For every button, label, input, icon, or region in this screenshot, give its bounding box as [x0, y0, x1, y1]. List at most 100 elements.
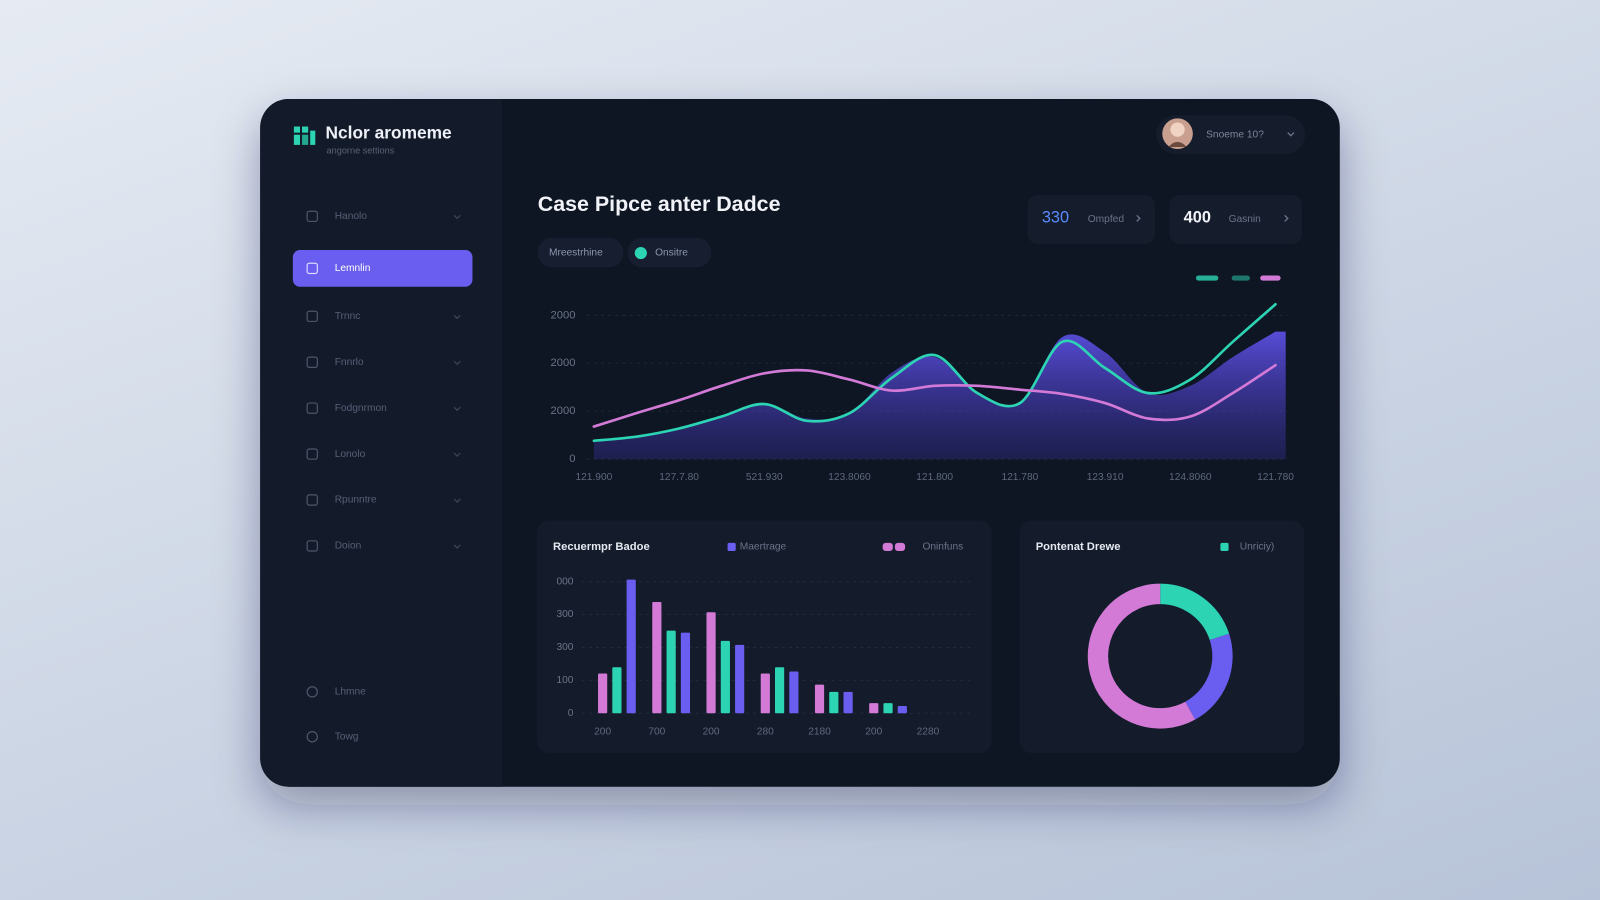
bar	[735, 644, 745, 714]
legend-label: Maertrage	[740, 542, 787, 553]
x-tick-label: 280	[757, 726, 774, 737]
chart-title: Pontenat Drewe	[1036, 541, 1121, 553]
bar	[897, 706, 907, 714]
nav-chevron	[453, 544, 461, 549]
bar	[626, 579, 636, 714]
panel	[1019, 520, 1305, 754]
x-tick-label: 700	[648, 726, 665, 737]
y-tick-label: 100	[556, 675, 573, 686]
nav-icon	[306, 448, 318, 460]
x-tick-label: 121.800	[916, 472, 953, 483]
legend-label: Unriciy)	[1240, 542, 1275, 553]
nav-label[interactable]: Doion	[335, 541, 362, 552]
bar	[598, 673, 608, 714]
nav-label[interactable]: Trnnc	[335, 311, 361, 322]
line-legend	[1195, 275, 1281, 281]
nav-icon	[306, 310, 318, 323]
x-tick-label: 121.900	[575, 472, 612, 483]
nav-label[interactable]: Towg	[335, 731, 359, 742]
y-tick-label: 300	[556, 609, 573, 620]
nav-chevron	[453, 214, 461, 220]
nav-icon	[306, 356, 318, 368]
nav-icon	[306, 494, 318, 506]
stat-card[interactable]	[1027, 194, 1156, 244]
app-subtitle: angorne settions	[327, 145, 395, 155]
nav-label[interactable]: Rpunntre	[335, 495, 377, 506]
nav-label[interactable]: Lhmne	[335, 687, 366, 698]
x-tick-label: 123.8060	[828, 472, 871, 483]
donut-segment	[1159, 583, 1230, 641]
nav-icon	[306, 540, 318, 552]
y-tick-label: 300	[556, 642, 573, 653]
x-tick-label: 2180	[808, 726, 831, 737]
panel	[536, 520, 992, 754]
y-tick-label: 2000	[551, 357, 576, 369]
bar	[883, 703, 893, 714]
nav-chevron	[453, 360, 461, 366]
tab-dot	[634, 246, 647, 260]
x-tick-label: 123.910	[1087, 472, 1124, 483]
legend-swatch	[894, 542, 906, 552]
nav-label[interactable]: Lemnlin	[335, 263, 371, 274]
stat-card[interactable]	[1169, 194, 1303, 244]
user-menu[interactable]	[1156, 115, 1306, 155]
bar	[869, 703, 879, 714]
nav-icon	[306, 262, 318, 275]
nav-chevron	[453, 452, 461, 457]
stat-label: Ompfed	[1088, 214, 1125, 225]
app-title: Nclor aromeme	[326, 122, 453, 142]
x-tick-label: 521.930	[746, 472, 783, 483]
donut-segment	[1087, 583, 1196, 729]
page-title: Case Pipce anter Dadce	[538, 192, 781, 216]
tab[interactable]	[537, 237, 624, 268]
legend-swatch	[882, 542, 893, 552]
stat-label: Gasnin	[1229, 214, 1261, 225]
legend-label: Oninfuns	[922, 542, 963, 553]
bar	[706, 612, 716, 714]
nav-chevron	[453, 406, 461, 412]
x-tick-label: 127.7.80	[659, 472, 699, 483]
legend-swatch	[727, 542, 736, 552]
nav-icon	[306, 686, 318, 698]
bar	[789, 671, 799, 714]
nav-label[interactable]: Hanolo	[335, 211, 368, 222]
nav-icon	[306, 731, 318, 743]
nav-label[interactable]: Lonolo	[335, 449, 366, 460]
bar	[829, 691, 839, 714]
x-tick-label: 2280	[917, 726, 940, 737]
tab-label: Mreestrhine	[549, 248, 603, 259]
y-tick-label: 2000	[551, 309, 576, 321]
bar	[680, 632, 691, 714]
stat-value: 330	[1042, 209, 1069, 227]
x-tick-label: 121.780	[1001, 472, 1038, 483]
line	[592, 302, 1277, 443]
nav-chevron	[453, 498, 461, 503]
bar	[775, 667, 785, 714]
area	[593, 331, 1286, 460]
logo	[293, 126, 316, 145]
line	[592, 363, 1277, 428]
bar	[843, 691, 853, 714]
nav-label[interactable]: Fnnrlo	[335, 357, 364, 368]
x-tick-label: 124.8060	[1169, 472, 1212, 483]
bar	[652, 602, 662, 714]
bar	[666, 630, 676, 714]
user-name: Snoeme 10?	[1206, 129, 1264, 140]
nav-chevron	[453, 314, 461, 320]
x-tick-label: 200	[594, 726, 611, 737]
tab-label: Onsitre	[655, 248, 688, 259]
x-tick-label: 200	[865, 726, 882, 737]
y-tick-label: 0	[569, 453, 575, 465]
y-tick-label: 000	[556, 576, 573, 587]
y-tick-label: 2000	[551, 405, 576, 417]
stat-value: 400	[1184, 209, 1211, 227]
active-nav-highlight	[292, 250, 473, 287]
nav-label[interactable]: Fodgnrmon	[335, 403, 387, 414]
nav-icon	[306, 402, 318, 414]
legend-swatch	[1220, 542, 1229, 552]
bar	[760, 673, 770, 714]
tab[interactable]	[627, 237, 712, 268]
bar	[612, 667, 622, 714]
